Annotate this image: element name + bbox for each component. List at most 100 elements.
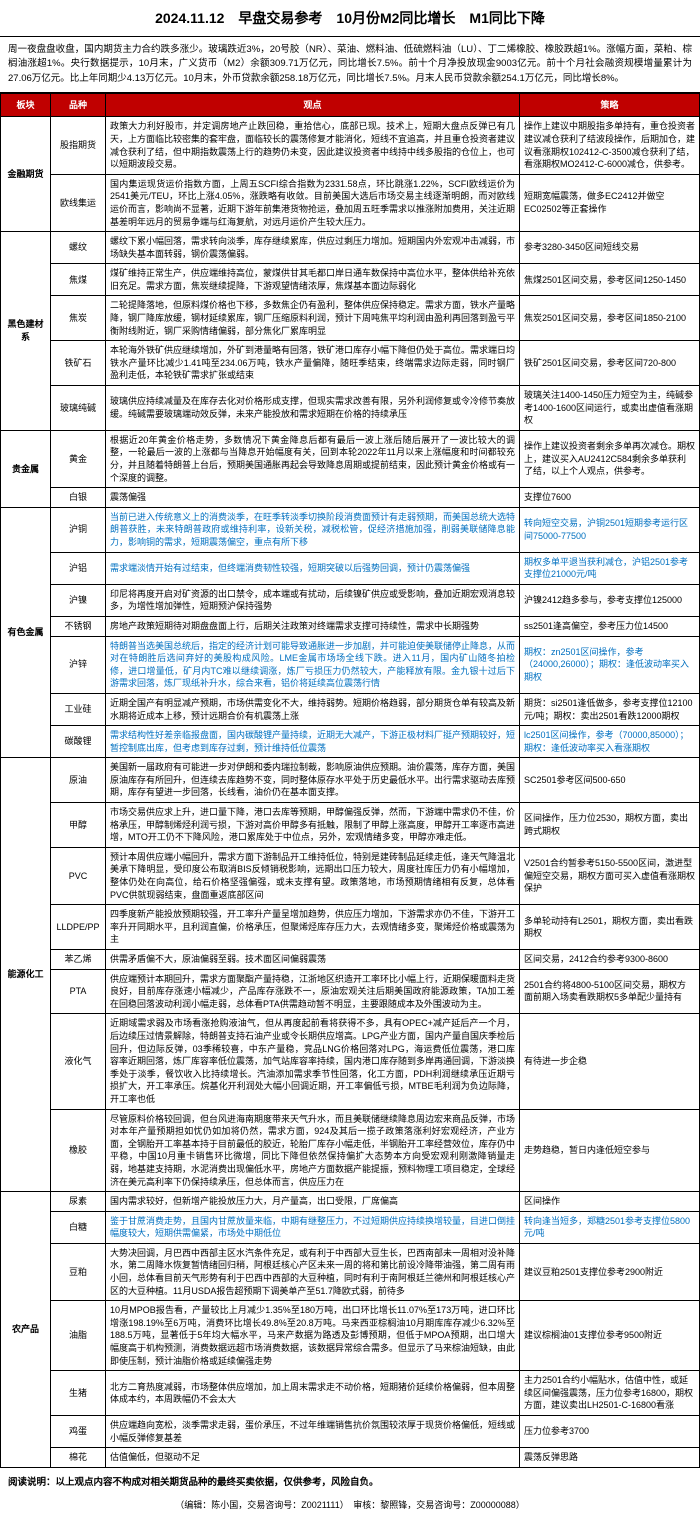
view-cell: 煤矿维持正常生产，供应端维持高位，蒙煤供甘其毛都口岸日通车数保持中高位水平，整体… (106, 264, 520, 296)
strategy-cell: SC2501参考区间500-650 (520, 758, 700, 803)
view-cell: 当前已进入传统意义上的消费淡季，在旺季转淡季切换阶段消费面预计有走弱预期，而美国… (106, 507, 520, 552)
view-cell: 近期全国产有明显减产预期，市场供需变化不大，维持弱势。短期价格趋弱，部分期货仓单… (106, 693, 520, 725)
view-cell: 震荡偏强 (106, 488, 520, 508)
header-view: 观点 (106, 93, 520, 117)
strategy-cell: 建议豆粕2501支撑位参考2900附近 (520, 1243, 700, 1300)
product-cell: 股指期货 (51, 117, 106, 174)
page-title: 2024.11.12 早盘交易参考 10月份M2同比增长 M1同比下降 (0, 0, 700, 37)
product-cell: 棉花 (51, 1448, 106, 1468)
main-table: 板块 品种 观点 策略 金融期货股指期货政策大力利好股市，并定调房地产止跌回稳，… (0, 93, 700, 1468)
strategy-cell: 走势趋稳，暂日内逢低短空参与 (520, 1109, 700, 1192)
table-row: 焦煤煤矿维持正常生产，供应端维持高位，蒙煤供甘其毛都口岸日通车数保持中高位水平，… (1, 264, 700, 296)
product-cell: 原油 (51, 758, 106, 803)
header-sector: 板块 (1, 93, 51, 117)
view-cell: 鉴于甘蔗消费走势，且国内甘蔗放量来临，中期有继整压力，不过短期供应持续换增较量，… (106, 1211, 520, 1243)
sector-cell: 贵金属 (1, 430, 51, 507)
strategy-cell: 区间交易，2412合约参考9300-8600 (520, 950, 700, 970)
table-row: 油脂10月MPOB报告看，产量较比上月减少1.35%至180万吨，出口环比增长1… (1, 1301, 700, 1371)
header-strategy: 策略 (520, 93, 700, 117)
product-cell: 沪铜 (51, 507, 106, 552)
view-cell: 四季度新产能投放预期较强，开工率升产量呈增加趋势，供应压力增加，下游需求亦仍不佳… (106, 905, 520, 950)
product-cell: 铁矿石 (51, 341, 106, 386)
strategy-cell: 短期宽幅震荡，做多EC2412并做空EC02502等正套操作 (520, 174, 700, 231)
strategy-cell: 区间操作 (520, 1192, 700, 1212)
table-row: 橡胶尽管原料价格较回调，但台风进海南期度带来天气升水，而且美联储继续降息周边宏来… (1, 1109, 700, 1192)
product-cell: 橡胶 (51, 1109, 106, 1192)
strategy-cell: 操作上建议中期股指多单持有，重仓投资者建议减仓获利了结波段操作，后期加仓，建议看… (520, 117, 700, 174)
header-row: 板块 品种 观点 策略 (1, 93, 700, 117)
sector-cell: 金融期货 (1, 117, 51, 232)
header-product: 品种 (51, 93, 106, 117)
view-cell: 供应端趋向宽松，淡季需求走弱，蛋价承压，不过年维端销售抗价氛围较浓厚于现货价格偏… (106, 1416, 520, 1448)
product-cell: 鸡蛋 (51, 1416, 106, 1448)
product-cell: 沪镍 (51, 584, 106, 616)
strategy-cell: 转向逢当短多，郑糖2501参考支撑位5800元/吨 (520, 1211, 700, 1243)
strategy-cell: 主力2501合约小幅贴水，估值中性，或延续区间偏强震荡，压力位参考16800，期… (520, 1371, 700, 1416)
table-row: 有色金属沪铜当前已进入传统意义上的消费淡季，在旺季转淡季切换阶段消费面预计有走弱… (1, 507, 700, 552)
strategy-cell: 玻璃关注1400-1450压力短空为主，纯碱参考1400-1600区间运行，或卖… (520, 386, 700, 431)
product-cell: 甲醇 (51, 803, 106, 848)
table-row: 黑色建材系螺纹螺纹下累小幅回落，需求转向淡季，库存继续累库，供应过剩压力增加。短… (1, 232, 700, 264)
product-cell: 白银 (51, 488, 106, 508)
table-row: 白糖鉴于甘蔗消费走势，且国内甘蔗放量来临，中期有继整压力，不过短期供应持续换增较… (1, 1211, 700, 1243)
view-cell: 大势决回调，月巴西中西部主区水汽条件充足，或有利于中西部大豆生长，巴西南部未一周… (106, 1243, 520, 1300)
strategy-cell: 区间操作，压力位2530，期权方面，卖出跨式期权 (520, 803, 700, 848)
strategy-cell: 震荡反弹思路 (520, 1448, 700, 1468)
product-cell: 黄金 (51, 430, 106, 487)
strategy-cell: 焦煤2501区间交易，参考区间1250-1450 (520, 264, 700, 296)
strategy-cell: 建议棕榈油01支撑位参考9500附近 (520, 1301, 700, 1371)
view-cell: 二轮提降落地，但原料煤价格也下移，多数焦企仍有盈利，整体供应保持稳定。需求方面，… (106, 296, 520, 341)
table-row: 液化气近期域需求弱及市场看涨抢购液油气，但从再度起前看将获得不多，具有OPEC+… (1, 1014, 700, 1109)
editor-info: （编辑：陈小国，交易咨询号：Z0021111） 审核：黎照锋，交易咨询号：Z00… (0, 1494, 700, 1515)
product-cell: 豆粕 (51, 1243, 106, 1300)
product-cell: 白糖 (51, 1211, 106, 1243)
table-row: 金融期货股指期货政策大力利好股市，并定调房地产止跌回稳，重拾信心，底部已现。技术… (1, 117, 700, 174)
view-cell: 国内集运现货运价指数方面，上周五SCFI综合指数为2331.58点，环比跳涨1.… (106, 174, 520, 231)
strategy-cell: lc2501区间操作，参考（70000,85000）；期权：逢低波动率买入看涨期… (520, 726, 700, 758)
table-row: 沪铝需求端淡情开始有过结束，但终端消费韧性较强，短期突破以后强势回调，预计仍震荡… (1, 552, 700, 584)
product-cell: 焦煤 (51, 264, 106, 296)
product-cell: 苯乙烯 (51, 950, 106, 970)
view-cell: 本轮海外铁矿供应继续增加，外矿到港量略有回落，铁矿港口库存小幅下降但仍处于高位。… (106, 341, 520, 386)
table-row: 沪镍印尼将再度开启对矿资源的出口禁令，成本端或有扰动，后续镍矿供应或受影响，叠加… (1, 584, 700, 616)
view-cell: 市场交易供应求上升，进口量下降，港口去库等预期，甲醇偏强反弹，然而，下游端中需求… (106, 803, 520, 848)
table-row: 工业硅近期全国产有明显减产预期，市场供需变化不大，维持弱势。短期价格趋弱，部分期… (1, 693, 700, 725)
strategy-cell: 期权：zn2501区间操作，参考（24000,26000）；期权：逢低波动率买入… (520, 636, 700, 693)
product-cell: 沪铝 (51, 552, 106, 584)
table-row: 农产品尿素国内需求较好，但新增产能投放压力大，月产量高，出口受限，厂席偏高区间操… (1, 1192, 700, 1212)
product-cell: 螺纹 (51, 232, 106, 264)
view-cell: 特朗普当选美国总统后，指定的经济计划可能导致通胀进一步加剧，并可能迫使美联储停止… (106, 636, 520, 693)
product-cell: 液化气 (51, 1014, 106, 1109)
intro-text: 周一夜盘盘收盘，国内期货主力合约跌多涨少。玻璃跌近3%，20号胶（NR）、菜油、… (0, 37, 700, 93)
view-cell: 印尼将再度开启对矿资源的出口禁令，成本端或有扰动，后续镍矿供应或受影响，叠加近期… (106, 584, 520, 616)
disclaimer: 阅读说明：以上观点内容不构成对相关期货品种的最终买卖依据，仅供参考，风险自负。 (0, 1468, 700, 1494)
product-cell: 尿素 (51, 1192, 106, 1212)
strategy-cell: 2501合约将4800-5100区间交易，期权方面前期入场卖看跌期权5多单配少量… (520, 969, 700, 1014)
strategy-cell: 焦炭2501区间交易，参考区间1850-2100 (520, 296, 700, 341)
product-cell: 生猪 (51, 1371, 106, 1416)
product-cell: 玻璃纯碱 (51, 386, 106, 431)
table-row: 甲醇市场交易供应求上升，进口量下降，港口去库等预期，甲醇偏强反弹，然而，下游端中… (1, 803, 700, 848)
view-cell: 螺纹下累小幅回落，需求转向淡季，库存继续累库，供应过剩压力增加。短期国内外宏观冲… (106, 232, 520, 264)
product-cell: 沪锌 (51, 636, 106, 693)
view-cell: 尽管原料价格较回调，但台风进海南期度带来天气升水，而且美联储继续降息周边宏来商品… (106, 1109, 520, 1192)
table-row: 沪锌特朗普当选美国总统后，指定的经济计划可能导致通胀进一步加剧，并可能迫使美联储… (1, 636, 700, 693)
view-cell: 需求端淡情开始有过结束，但终端消费韧性较强，短期突破以后强势回调，预计仍震荡偏强 (106, 552, 520, 584)
table-row: 欧线集运国内集运现货运价指数方面，上周五SCFI综合指数为2331.58点，环比… (1, 174, 700, 231)
sector-cell: 有色金属 (1, 507, 51, 758)
table-row: 棉花估值偏低，但驱动不足震荡反弹思路 (1, 1448, 700, 1468)
product-cell: 欧线集运 (51, 174, 106, 231)
strategy-cell: 压力位参考3700 (520, 1416, 700, 1448)
strategy-cell: 多单轮动持有L2501，期权方面，卖出看跌期权 (520, 905, 700, 950)
strategy-cell: 有待进一步企稳 (520, 1014, 700, 1109)
table-row: 豆粕大势决回调，月巴西中西部主区水汽条件充足，或有利于中西部大豆生长，巴西南部未… (1, 1243, 700, 1300)
view-cell: 10月MPOB报告看，产量较比上月减少1.35%至180万吨，出口环比增长11.… (106, 1301, 520, 1371)
strategy-cell: 参考3280-3450区间短线交易 (520, 232, 700, 264)
view-cell: 政策大力利好股市，并定调房地产止跌回稳，重拾信心，底部已现。技术上，短期大盘点反… (106, 117, 520, 174)
product-cell: 碳酸锂 (51, 726, 106, 758)
view-cell: 供需矛盾偏不大，原油偏弱至弱。技术面区间偏弱震荡 (106, 950, 520, 970)
product-cell: 工业硅 (51, 693, 106, 725)
table-row: PVC预计本周供应端小幅回升，需求方面下游制品开工维持低位，特别是建砖制品延续走… (1, 847, 700, 904)
product-cell: 不锈钢 (51, 616, 106, 636)
view-cell: 玻璃供应持续减量及在库存去化对价格形成支撑，但现实需求改善有限，另外利润修复或令… (106, 386, 520, 431)
